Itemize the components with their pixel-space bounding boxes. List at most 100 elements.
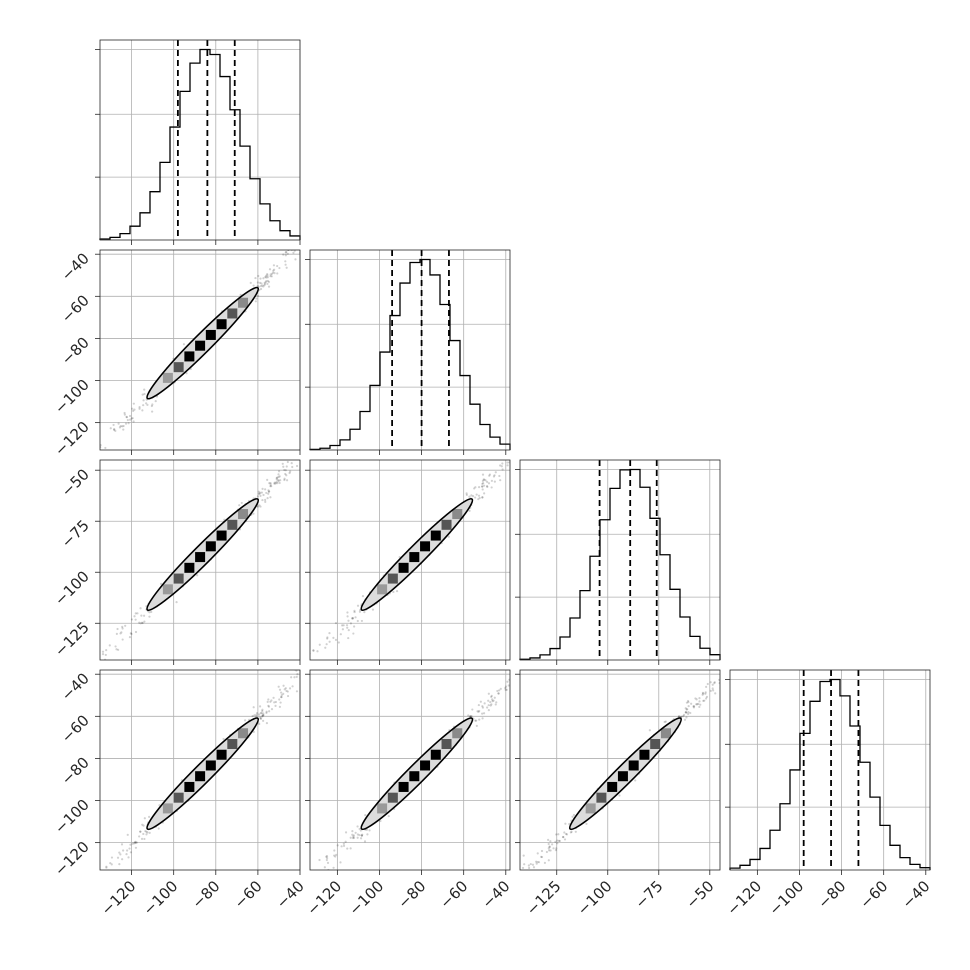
sample-point xyxy=(355,191,357,193)
sample-point xyxy=(105,871,107,873)
density-layer xyxy=(100,191,357,450)
sample-point xyxy=(685,711,688,714)
sample-point xyxy=(723,676,725,678)
sample-point xyxy=(295,690,299,693)
sample-point xyxy=(548,635,550,637)
sample-point xyxy=(324,646,327,649)
sample-point xyxy=(131,417,134,420)
sample-point xyxy=(556,842,559,845)
sample-point xyxy=(499,687,502,690)
sample-point xyxy=(267,705,271,708)
sample-point xyxy=(692,706,696,709)
sample-point xyxy=(105,866,108,869)
sample-point xyxy=(276,481,279,485)
density-contour xyxy=(568,717,682,831)
sample-point xyxy=(758,639,760,641)
sample-point xyxy=(272,269,275,272)
sample-point xyxy=(356,833,359,836)
sample-point xyxy=(284,260,287,263)
density-layer xyxy=(94,421,336,662)
sample-point xyxy=(705,695,709,698)
sample-point xyxy=(527,450,529,452)
sample-point xyxy=(326,637,329,640)
sample-point xyxy=(252,730,255,733)
sample-point xyxy=(261,714,265,717)
sample-point xyxy=(28,953,30,955)
sample-point xyxy=(364,814,367,817)
sample-point xyxy=(334,421,336,423)
sample-point xyxy=(556,839,559,842)
sample-point xyxy=(490,479,493,482)
sample-point xyxy=(687,711,690,714)
sample-point xyxy=(141,621,144,625)
sample-point xyxy=(528,442,530,444)
sample-point xyxy=(280,691,283,694)
sample-point xyxy=(322,876,324,878)
sample-point xyxy=(703,699,706,702)
sample-point xyxy=(326,857,329,860)
sample-point xyxy=(271,271,275,274)
y-tick-label: −100 xyxy=(51,376,93,418)
sample-point xyxy=(76,903,78,905)
sample-point xyxy=(154,400,157,403)
sample-point xyxy=(269,273,272,276)
sample-point xyxy=(366,833,369,836)
sample-point xyxy=(238,504,241,507)
sample-point xyxy=(74,900,76,902)
sample-point xyxy=(351,833,354,836)
sample-point xyxy=(527,864,530,867)
sample-point xyxy=(157,827,160,830)
sample-point xyxy=(323,655,325,657)
sample-point xyxy=(333,854,336,857)
sample-point xyxy=(142,824,145,827)
panel-3-3: −120 −100 −80 −60 −40 xyxy=(723,669,934,919)
sample-point xyxy=(353,610,356,614)
sample-point xyxy=(274,700,278,704)
density-cell xyxy=(628,760,639,771)
sample-point xyxy=(266,478,269,481)
sample-point xyxy=(259,285,262,288)
sample-point xyxy=(266,279,269,283)
sample-point xyxy=(349,847,352,850)
density-cell xyxy=(377,803,388,814)
sample-point xyxy=(340,845,343,848)
sample-point xyxy=(487,482,491,485)
sample-point xyxy=(341,624,344,627)
sample-point xyxy=(315,430,317,432)
sample-point xyxy=(530,662,532,664)
sample-point xyxy=(277,480,280,483)
sample-point xyxy=(94,660,96,662)
sample-point xyxy=(557,833,560,836)
sample-point xyxy=(492,475,496,478)
panel-1-1 xyxy=(305,249,511,455)
sample-point xyxy=(120,631,123,634)
sample-point xyxy=(678,715,681,718)
sample-point xyxy=(266,282,269,285)
sample-point xyxy=(361,595,365,598)
sample-point xyxy=(354,616,357,619)
sample-point xyxy=(363,611,366,614)
density-cell xyxy=(387,573,398,584)
sample-point xyxy=(711,687,714,690)
sample-point xyxy=(685,708,688,711)
sample-point xyxy=(481,482,484,485)
sample-point xyxy=(326,424,328,426)
sample-point xyxy=(504,685,508,688)
sample-point xyxy=(120,843,124,846)
sample-point xyxy=(346,847,349,850)
density-cell xyxy=(205,760,216,771)
sample-point xyxy=(285,266,288,269)
sample-point xyxy=(526,871,528,873)
density-cell xyxy=(205,329,216,340)
sample-point xyxy=(109,427,112,430)
sample-point xyxy=(301,671,303,673)
sample-point xyxy=(293,457,295,459)
sample-point xyxy=(138,621,141,624)
sample-point xyxy=(536,852,539,855)
sample-point xyxy=(687,712,690,716)
density-cell xyxy=(238,509,249,520)
sample-point xyxy=(290,462,293,465)
sample-point xyxy=(273,482,276,485)
sample-point xyxy=(45,922,47,924)
